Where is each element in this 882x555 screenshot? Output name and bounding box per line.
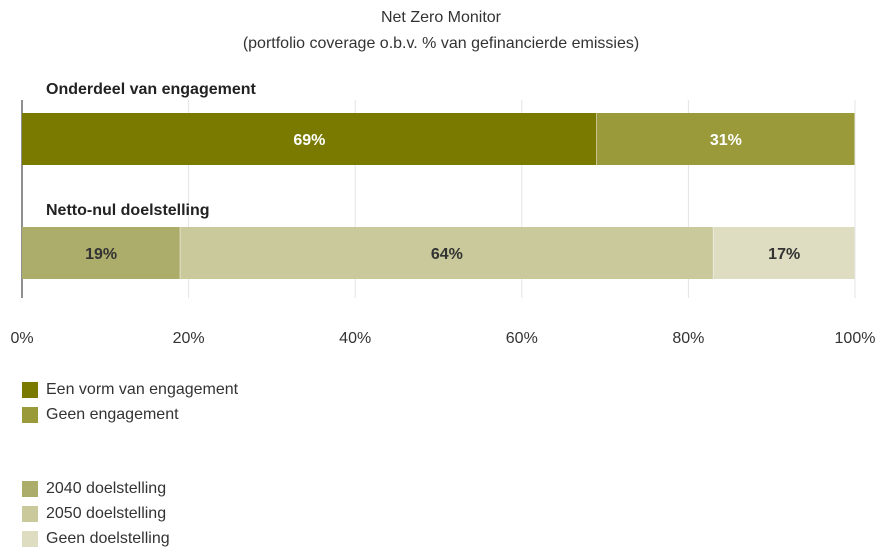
legend-label: 2040 doelstelling [46,480,167,497]
bar-category-label: Onderdeel van engagement [46,81,257,98]
legend-label: Een vorm van engagement [46,381,239,398]
bar-segment [713,227,855,279]
x-tick-label: 60% [506,330,538,347]
legend-swatch [22,481,38,497]
data-label: 69% [293,132,325,149]
legend-swatch [22,506,38,522]
data-label: 19% [85,246,117,263]
legend-swatch [22,382,38,398]
chart-subtitle: (portfolio coverage o.b.v. % van gefinan… [243,35,639,52]
bars: Onderdeel van engagement 69% 31% Netto-nul … [22,81,855,279]
x-axis-ticks: 0% 20% 40% 60% 80% 100% [10,330,875,347]
x-tick-label: 100% [835,330,876,347]
legend-label: 2050 doelstelling [46,505,167,522]
chart-title: Net Zero Monitor [381,9,502,26]
bar-category-label: Netto-nul doelstelling [46,202,210,219]
x-tick-label: 0% [10,330,33,347]
x-tick-label: 40% [339,330,371,347]
legend-label: Geen doelstelling [46,530,170,547]
x-tick-label: 20% [173,330,205,347]
legend-swatch [22,407,38,423]
data-label: 31% [710,132,742,149]
x-tick-label: 80% [672,330,704,347]
legend-label: Geen engagement [46,406,179,423]
data-label: 64% [431,246,463,263]
bar-segment [22,113,597,165]
bar-segment [180,227,713,279]
legend-swatch [22,531,38,547]
data-label: 17% [768,246,800,263]
bar-segment [596,113,855,165]
bar-segment [22,227,180,279]
